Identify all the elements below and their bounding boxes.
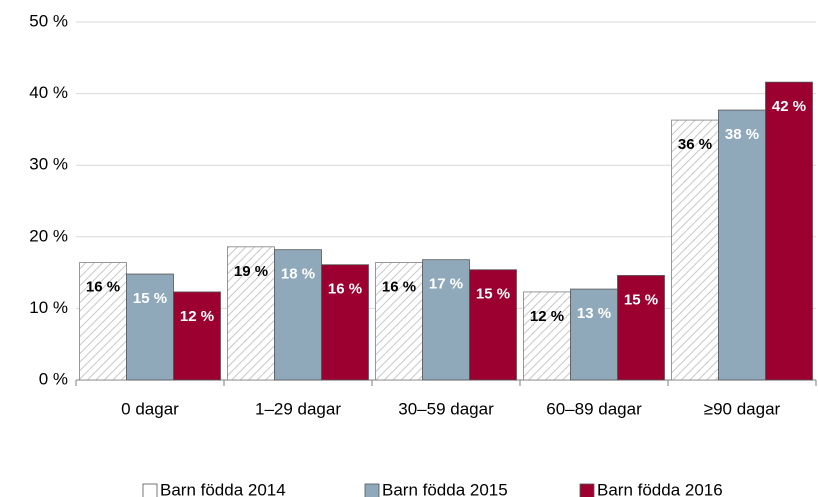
legend-label: Barn födda 2015 [382,480,508,497]
x-tick-label: 1–29 dagar [255,399,341,418]
data-label: 12 % [530,308,564,325]
bar [173,291,221,381]
data-label: 17 % [429,276,463,293]
y-tick-label: 40 % [29,83,68,102]
bar [765,81,813,381]
bar [570,288,618,381]
data-label: 15 % [476,286,510,303]
bar [523,291,571,381]
y-tick-label: 50 % [29,11,68,30]
bar [126,273,174,381]
bar [671,119,719,381]
y-tick-label: 10 % [29,298,68,317]
bar [422,259,470,381]
x-tick-label: 30–59 dagar [398,399,494,418]
data-label: 15 % [133,290,167,307]
data-label: 16 % [86,279,120,296]
legend-swatch [142,483,158,497]
y-tick-label: 30 % [29,155,68,174]
bar [227,246,275,381]
bar [617,275,665,381]
bar [79,262,127,381]
data-label: 42 % [772,98,806,115]
data-label: 36 % [678,136,712,153]
data-label: 15 % [624,291,658,308]
data-label: 12 % [180,308,214,325]
x-tick-label: ≥90 dagar [704,399,781,418]
x-tick-label: 0 dagar [121,399,179,418]
bar [718,109,766,381]
data-label: 16 % [328,281,362,298]
bar [375,262,423,381]
bar [321,264,369,381]
data-label: 16 % [382,279,416,296]
legend-swatch [364,483,380,497]
data-label: 38 % [725,126,759,143]
bar [469,269,517,381]
data-label: 13 % [577,305,611,322]
legend-label: Barn födda 2016 [597,480,723,497]
legend-label: Barn födda 2014 [160,480,286,497]
y-tick-label: 0 % [39,369,68,388]
bar [274,249,322,381]
x-tick-label: 60–89 dagar [546,399,642,418]
legend-swatch [579,483,595,497]
y-tick-label: 20 % [29,226,68,245]
data-label: 19 % [234,263,268,280]
data-label: 18 % [281,266,315,283]
